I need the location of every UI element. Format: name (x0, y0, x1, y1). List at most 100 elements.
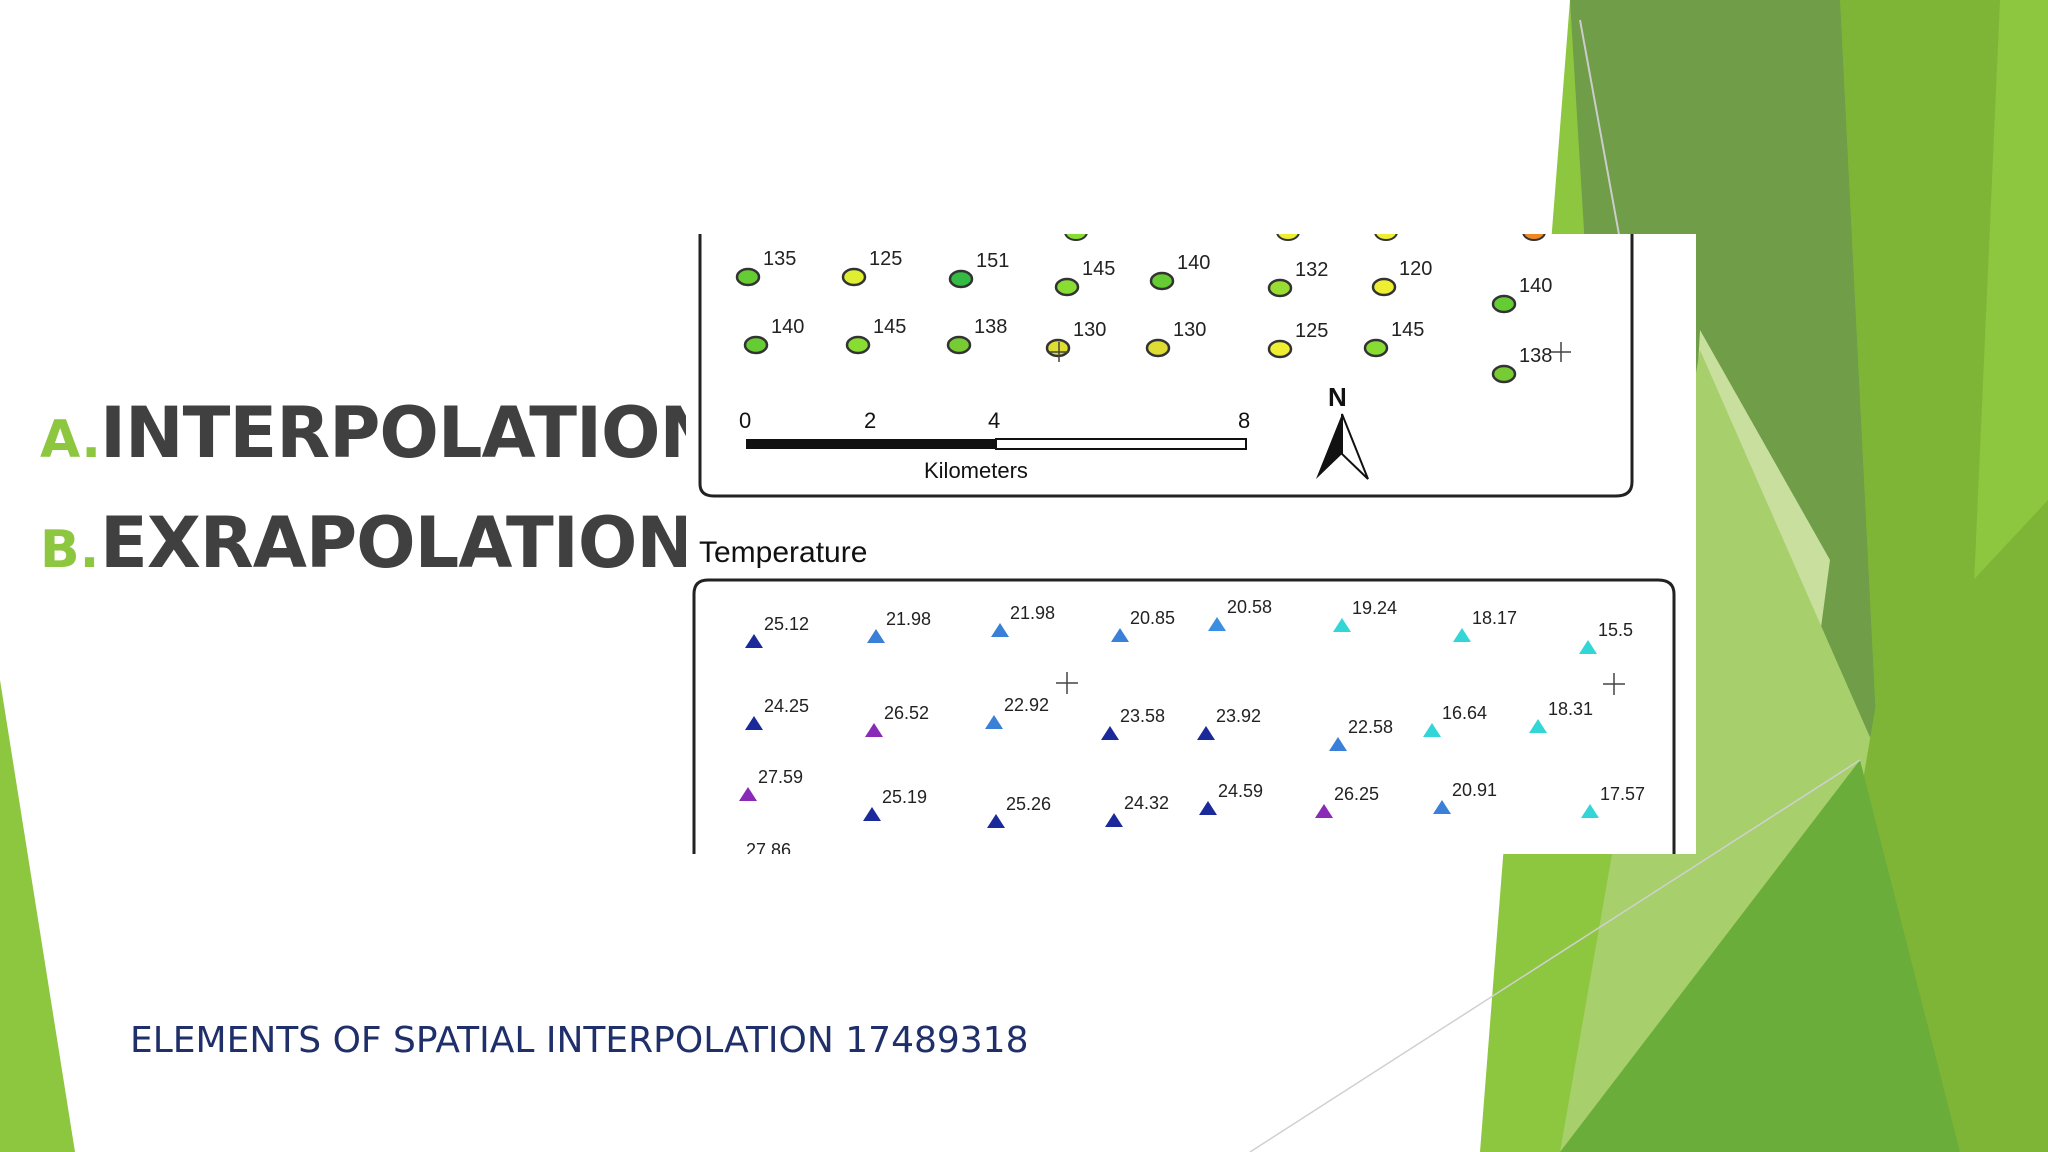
bullet-item-a: A. INTERPOLATION (40, 392, 718, 502)
map-point-label: 120 (1399, 258, 1432, 280)
map-point-label: 151 (976, 250, 1009, 272)
map-point-label: 145 (1391, 319, 1424, 341)
map-point-marker (948, 269, 974, 289)
map-point-label: 138 (1519, 345, 1552, 367)
north-arrow-icon: N (1316, 382, 1369, 480)
temperature-marker (1111, 628, 1129, 642)
map-point-marker (946, 335, 972, 355)
map-point-marker (735, 267, 761, 287)
temperature-marker (867, 629, 885, 643)
temperature-marker (863, 807, 881, 821)
map-point-marker (1149, 271, 1175, 291)
map-point-marker (1267, 278, 1293, 298)
bullet-text: INTERPOLATION (100, 392, 718, 474)
temperature-marker (1433, 800, 1451, 814)
temperature-label: 20.58 (1227, 597, 1272, 617)
cross-markers (1049, 342, 1625, 695)
map-point-label: 130 (1073, 319, 1106, 341)
map-point-label: 140 (1177, 252, 1210, 274)
temperature-label: 27.59 (758, 767, 803, 787)
map-point-label: 138 (974, 316, 1007, 338)
temperature-marker (1329, 737, 1347, 751)
temperature-marker (745, 716, 763, 730)
temperature-label: 21.98 (886, 609, 931, 629)
temperature-marker (1315, 804, 1333, 818)
map-point-label: 130 (1173, 319, 1206, 341)
temperature-label: 20.91 (1452, 780, 1497, 800)
scale-bar: 0 2 4 8 Kilometers (739, 408, 1250, 483)
temperature-marker (1579, 640, 1597, 654)
map-figure: 135 125 151 145 140 132 120 140 140 145 138 130 130 1… (686, 234, 1696, 854)
map-point-marker (1491, 364, 1517, 384)
temperature-label: 23.92 (1216, 706, 1261, 726)
temperature-label: 23.58 (1120, 706, 1165, 726)
temperature-label: 15.5 (1598, 620, 1633, 640)
temperature-label: 26.52 (884, 703, 929, 723)
temperature-label: 25.19 (882, 787, 927, 807)
map-point-label: 145 (873, 316, 906, 338)
map-point-marker (743, 335, 769, 355)
temperature-title: Temperature (699, 536, 867, 569)
temperature-marker (1101, 726, 1119, 740)
north-label: N (1328, 382, 1347, 412)
slide-footer: ELEMENTS OF SPATIAL INTERPOLATION 174893… (130, 1020, 1029, 1061)
bullet-item-b: B. EXRAPOLATION (40, 502, 717, 612)
map-point-label: 135 (763, 248, 796, 270)
temperature-marker (991, 623, 1009, 637)
temperature-marker (1529, 719, 1547, 733)
scale-tick-label: 2 (864, 408, 876, 433)
temperature-label: 18.31 (1548, 699, 1593, 719)
temperature-label: 21.98 (1010, 603, 1055, 623)
map-point-marker (1045, 338, 1071, 358)
temperature-marker (1208, 617, 1226, 631)
temperature-marker (1105, 813, 1123, 827)
scale-tick-label: 4 (988, 408, 1000, 433)
temperature-marker (1581, 804, 1599, 818)
map-point-label: 140 (1519, 275, 1552, 297)
top-map-frame (698, 234, 1634, 498)
map-point-label: 145 (1082, 258, 1115, 280)
temperature-label: 22.58 (1348, 717, 1393, 737)
map-point-marker (1363, 338, 1389, 358)
temperature-label: 24.25 (764, 696, 809, 716)
bullet-text: EXRAPOLATION (100, 502, 695, 584)
map-point-label: 125 (1295, 320, 1328, 342)
temperature-label: 20.85 (1130, 608, 1175, 628)
top-edge-markers (1064, 234, 1546, 241)
map-point-marker (1054, 277, 1080, 297)
bullet-letter: A. (40, 410, 101, 470)
temperature-label: 19.24 (1352, 598, 1397, 618)
temperature-label: 26.25 (1334, 784, 1379, 804)
temperature-marker (1197, 726, 1215, 740)
temperature-label: 17.57 (1600, 784, 1645, 804)
map-point-marker (1371, 277, 1397, 297)
temperature-marker (1199, 801, 1217, 815)
temperature-marker (739, 787, 757, 801)
map-point-marker (1491, 294, 1517, 314)
temperature-marker (1423, 723, 1441, 737)
bullet-list: A. INTERPOLATION B. EXRAPOLATION (40, 392, 718, 612)
temperature-label: 22.92 (1004, 695, 1049, 715)
map-point-marker (1267, 339, 1293, 359)
top-point-layer: 135 125 151 145 140 132 120 140 140 145 138 130 130 1… (735, 248, 1552, 384)
temperature-label: 16.64 (1442, 703, 1487, 723)
temperature-map-frame (692, 578, 1676, 854)
bullet-letter: B. (40, 520, 100, 580)
map-point-marker (1145, 338, 1171, 358)
temperature-label: 24.32 (1124, 793, 1169, 813)
map-point-marker (841, 267, 867, 287)
temperature-point-layer: 25.12 21.98 21.98 20.85 20.58 19.24 18.17 15.5 2… (739, 597, 1645, 828)
temperature-label: 25.26 (1006, 794, 1051, 814)
scale-tick-label: 8 (1238, 408, 1250, 433)
temperature-marker (987, 814, 1005, 828)
temperature-label: 25.12 (764, 614, 809, 634)
scale-unit-label: Kilometers (924, 458, 1028, 483)
cut-off-label: 27.86 (746, 840, 791, 854)
temperature-label: 18.17 (1472, 608, 1517, 628)
map-point-label: 140 (771, 316, 804, 338)
temperature-label: 24.59 (1218, 781, 1263, 801)
temperature-marker (1333, 618, 1351, 632)
scale-tick-label: 0 (739, 408, 751, 433)
map-point-label: 132 (1295, 259, 1328, 281)
temperature-marker (1453, 628, 1471, 642)
